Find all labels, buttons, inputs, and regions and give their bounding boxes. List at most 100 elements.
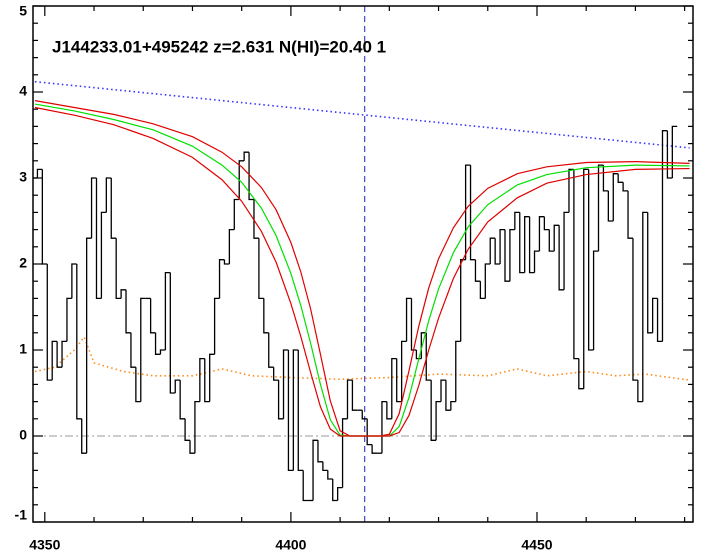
flux-step: [179, 380, 186, 420]
flux-step: [105, 177, 112, 213]
flux-step: [130, 332, 136, 368]
flux-step: [302, 470, 309, 502]
flux-step: [90, 177, 97, 239]
flux-step: [666, 130, 673, 179]
flux-step: [140, 297, 146, 402]
flux-step: [651, 297, 658, 333]
flux-step: [258, 238, 264, 300]
flux-step: [85, 237, 92, 454]
flux-step: [509, 228, 515, 282]
flux-step: [223, 259, 230, 265]
model-line: [34, 80, 690, 149]
flux-step: [440, 379, 446, 402]
plot-area: [33, 6, 693, 522]
flux-step: [435, 400, 442, 441]
flux-step: [263, 298, 269, 334]
flux-step: [499, 228, 505, 264]
flux-step: [154, 332, 161, 355]
flux-step: [504, 229, 510, 282]
flux-step: [460, 259, 466, 342]
flux-step: [637, 380, 643, 403]
flux-step: [327, 470, 333, 480]
flux-step: [218, 259, 225, 299]
flux-step: [341, 418, 348, 488]
flux-step: [396, 358, 402, 403]
flux-step: [543, 216, 550, 231]
flux-step: [573, 169, 579, 360]
flux-step: [120, 289, 127, 299]
flux-step: [524, 216, 530, 273]
flux-step: [282, 349, 289, 419]
flux-step: [71, 263, 77, 299]
y-tick-label: 3: [19, 169, 27, 185]
flux-step: [479, 281, 486, 300]
flux-step: [292, 349, 299, 471]
flux-step: [415, 350, 422, 360]
flux-step: [430, 380, 437, 441]
flux-step: [287, 350, 294, 472]
flux-step: [268, 332, 274, 368]
flux-step: [592, 250, 599, 350]
flux-step: [578, 358, 584, 390]
flux-step: [95, 178, 102, 300]
flux-step: [627, 190, 633, 239]
y-tick-label: -1: [15, 507, 28, 523]
flux-step: [253, 199, 259, 239]
y-tick-label: 5: [19, 3, 27, 19]
flux-step: [558, 225, 565, 291]
x-tick-label: 4450: [521, 537, 552, 553]
flux-step: [110, 178, 117, 239]
flux-step: [533, 250, 540, 273]
x-tick-label: 4350: [29, 537, 60, 553]
flux-step: [400, 340, 407, 402]
flux-step: [425, 332, 432, 381]
flux-step: [671, 125, 678, 178]
flux-step: [297, 350, 304, 472]
axes: [32, 5, 694, 523]
flux-step: [474, 259, 481, 282]
flux-step: [199, 357, 205, 402]
flux-step: [612, 173, 619, 221]
flux-step: [351, 380, 358, 411]
y-tick-label: 0: [19, 427, 27, 443]
flux-step: [169, 272, 176, 394]
flux-step: [184, 418, 191, 441]
annotation: J144233.01+495242 z=2.631 N(HI)=20.40 1: [52, 37, 386, 56]
flux-step: [469, 165, 476, 261]
flux-step: [661, 130, 668, 342]
flux-step: [189, 440, 195, 454]
flux-step: [464, 164, 471, 260]
flux-step: [346, 379, 353, 419]
flux-step: [100, 211, 107, 299]
flux-step: [391, 357, 397, 419]
flux-step: [213, 297, 220, 355]
flux-step: [548, 229, 555, 252]
flux-step: [553, 224, 560, 252]
flux-step: [455, 340, 461, 402]
flux-step: [386, 401, 392, 420]
flux-step: [332, 479, 338, 502]
flux-step: [317, 440, 323, 463]
flux-step: [228, 228, 235, 264]
flux-step: [602, 165, 609, 192]
flux-step: [484, 263, 491, 299]
flux-step: [61, 340, 67, 368]
flux-step: [322, 461, 328, 472]
flux-step: [528, 216, 535, 274]
flux-step: [632, 238, 638, 381]
flux-step: [514, 211, 520, 230]
flux-step: [164, 271, 171, 350]
flux-step: [642, 211, 648, 402]
flux-step: [405, 297, 412, 342]
flux-step: [125, 289, 131, 334]
flux-step: [51, 340, 58, 381]
flux-step: [410, 298, 417, 351]
model-line: [34, 106, 690, 437]
flux-step: [366, 418, 373, 446]
flux-step: [204, 358, 210, 403]
x-tick-label: 4400: [275, 537, 306, 553]
flux-step: [647, 212, 653, 334]
flux-step: [36, 168, 43, 178]
